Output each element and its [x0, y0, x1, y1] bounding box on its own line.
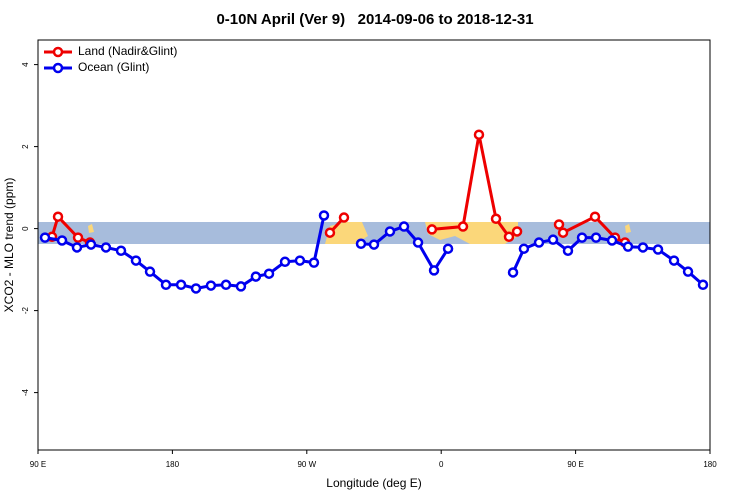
data-point — [355, 238, 367, 250]
data-point — [190, 283, 202, 294]
data-point — [503, 231, 515, 243]
data-point — [562, 245, 574, 256]
legend-label: Ocean (Glint) — [78, 60, 149, 74]
data-point — [533, 237, 545, 248]
plot-frame — [37, 39, 711, 451]
y-tick-label: 2 — [21, 144, 30, 149]
data-point — [279, 256, 291, 268]
data-point — [668, 255, 680, 266]
data-point — [338, 212, 350, 223]
data-point — [682, 266, 694, 277]
data-point — [490, 213, 502, 225]
data-point — [52, 211, 64, 222]
legend-marker — [52, 46, 64, 58]
data-point — [622, 241, 634, 252]
data-point — [72, 232, 84, 243]
data-point — [263, 268, 275, 279]
y-tick-label: -2 — [21, 306, 30, 314]
data-point — [39, 232, 51, 243]
data-point — [144, 266, 156, 277]
data-point — [518, 243, 530, 254]
y-tick-label: 4 — [21, 62, 30, 67]
legend-marker — [52, 62, 64, 74]
y-axis-label: XCO2 - MLO trend (ppm) — [2, 178, 16, 313]
data-point — [71, 242, 83, 253]
data-point — [590, 232, 602, 243]
data-point — [589, 211, 601, 222]
x-tick-label: 90 W — [297, 460, 316, 469]
land-band — [88, 224, 94, 233]
data-point — [511, 226, 523, 237]
data-point — [457, 221, 469, 232]
data-point — [324, 227, 336, 238]
data-point — [507, 267, 519, 278]
data-point — [426, 224, 438, 235]
x-tick-label: 0 — [439, 460, 444, 469]
x-axis-label: Longitude (deg E) — [326, 476, 421, 490]
chart-title: 0-10N April (Ver 9) 2014-09-06 to 2018-1… — [216, 11, 533, 28]
land-band — [625, 224, 631, 233]
data-point — [652, 244, 664, 255]
x-tick-label: 90 E — [567, 460, 583, 469]
data-point — [235, 281, 247, 292]
series-line — [50, 134, 626, 244]
x-tick-label: 90 E — [30, 460, 46, 469]
data-point — [442, 243, 454, 254]
x-tick-label: 180 — [166, 460, 180, 469]
data-point — [473, 129, 485, 140]
data-point — [553, 219, 565, 230]
data-point — [412, 237, 424, 248]
data-point — [637, 242, 649, 253]
y-tick-label: 0 — [21, 226, 30, 231]
data-point — [85, 239, 97, 250]
data-point — [576, 232, 588, 243]
data-point — [250, 271, 262, 282]
data-point — [557, 227, 569, 238]
x-tick-label: 180 — [703, 460, 717, 469]
data-point — [697, 279, 709, 291]
data-point — [130, 255, 142, 266]
data-point — [368, 239, 380, 250]
data-point — [160, 279, 172, 291]
data-point — [205, 280, 217, 291]
data-point — [606, 235, 618, 246]
data-point — [220, 279, 232, 291]
data-point — [398, 221, 410, 232]
data-point — [175, 279, 187, 291]
y-tick-label: -4 — [21, 388, 30, 396]
data-point — [308, 257, 320, 268]
data-point — [428, 265, 440, 276]
data-point — [318, 210, 330, 221]
data-point — [547, 234, 559, 245]
data-point — [384, 226, 396, 237]
data-point — [115, 245, 127, 256]
legend-label: Land (Nadir&Glint) — [78, 44, 177, 58]
data-point — [294, 255, 306, 266]
data-point — [100, 242, 112, 253]
data-point — [56, 235, 68, 246]
